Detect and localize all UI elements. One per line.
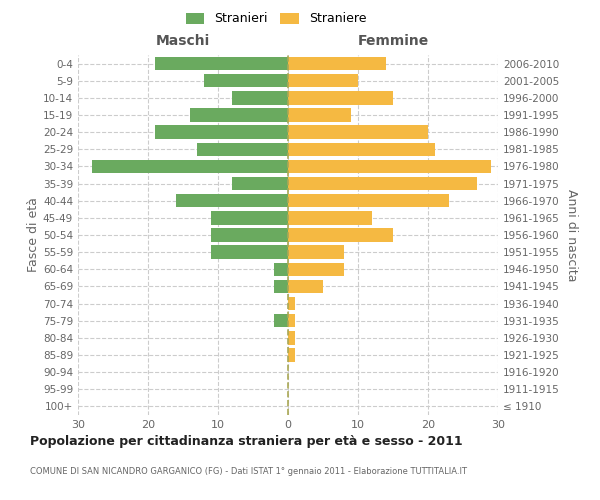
Bar — [92, 160, 288, 173]
Y-axis label: Fasce di età: Fasce di età — [27, 198, 40, 272]
Text: Popolazione per cittadinanza straniera per età e sesso - 2011: Popolazione per cittadinanza straniera p… — [30, 435, 463, 448]
Bar — [288, 262, 344, 276]
Bar — [288, 314, 295, 328]
Bar — [211, 246, 288, 259]
Bar — [190, 108, 288, 122]
Bar — [288, 126, 428, 139]
Bar — [288, 57, 386, 70]
Bar — [288, 246, 344, 259]
Bar — [274, 262, 288, 276]
Y-axis label: Anni di nascita: Anni di nascita — [565, 188, 578, 281]
Legend: Stranieri, Straniere: Stranieri, Straniere — [182, 8, 370, 29]
Bar — [176, 194, 288, 207]
Text: COMUNE DI SAN NICANDRO GARGANICO (FG) - Dati ISTAT 1° gennaio 2011 - Elaborazion: COMUNE DI SAN NICANDRO GARGANICO (FG) - … — [30, 468, 467, 476]
Bar — [155, 57, 288, 70]
Bar — [288, 142, 435, 156]
Bar — [155, 126, 288, 139]
Bar — [288, 74, 358, 88]
Bar — [204, 74, 288, 88]
Bar — [274, 314, 288, 328]
Bar — [288, 331, 295, 344]
Bar — [232, 91, 288, 104]
Bar — [274, 280, 288, 293]
Bar — [288, 297, 295, 310]
Bar — [211, 211, 288, 224]
Text: Maschi: Maschi — [156, 34, 210, 48]
Bar — [288, 160, 491, 173]
Bar — [197, 142, 288, 156]
Bar — [288, 91, 393, 104]
Bar — [288, 177, 477, 190]
Bar — [288, 108, 351, 122]
Bar — [288, 194, 449, 207]
Bar — [211, 228, 288, 241]
Bar — [288, 211, 372, 224]
Bar — [288, 280, 323, 293]
Bar — [288, 228, 393, 241]
Bar — [288, 348, 295, 362]
Text: Femmine: Femmine — [358, 34, 428, 48]
Bar — [232, 177, 288, 190]
